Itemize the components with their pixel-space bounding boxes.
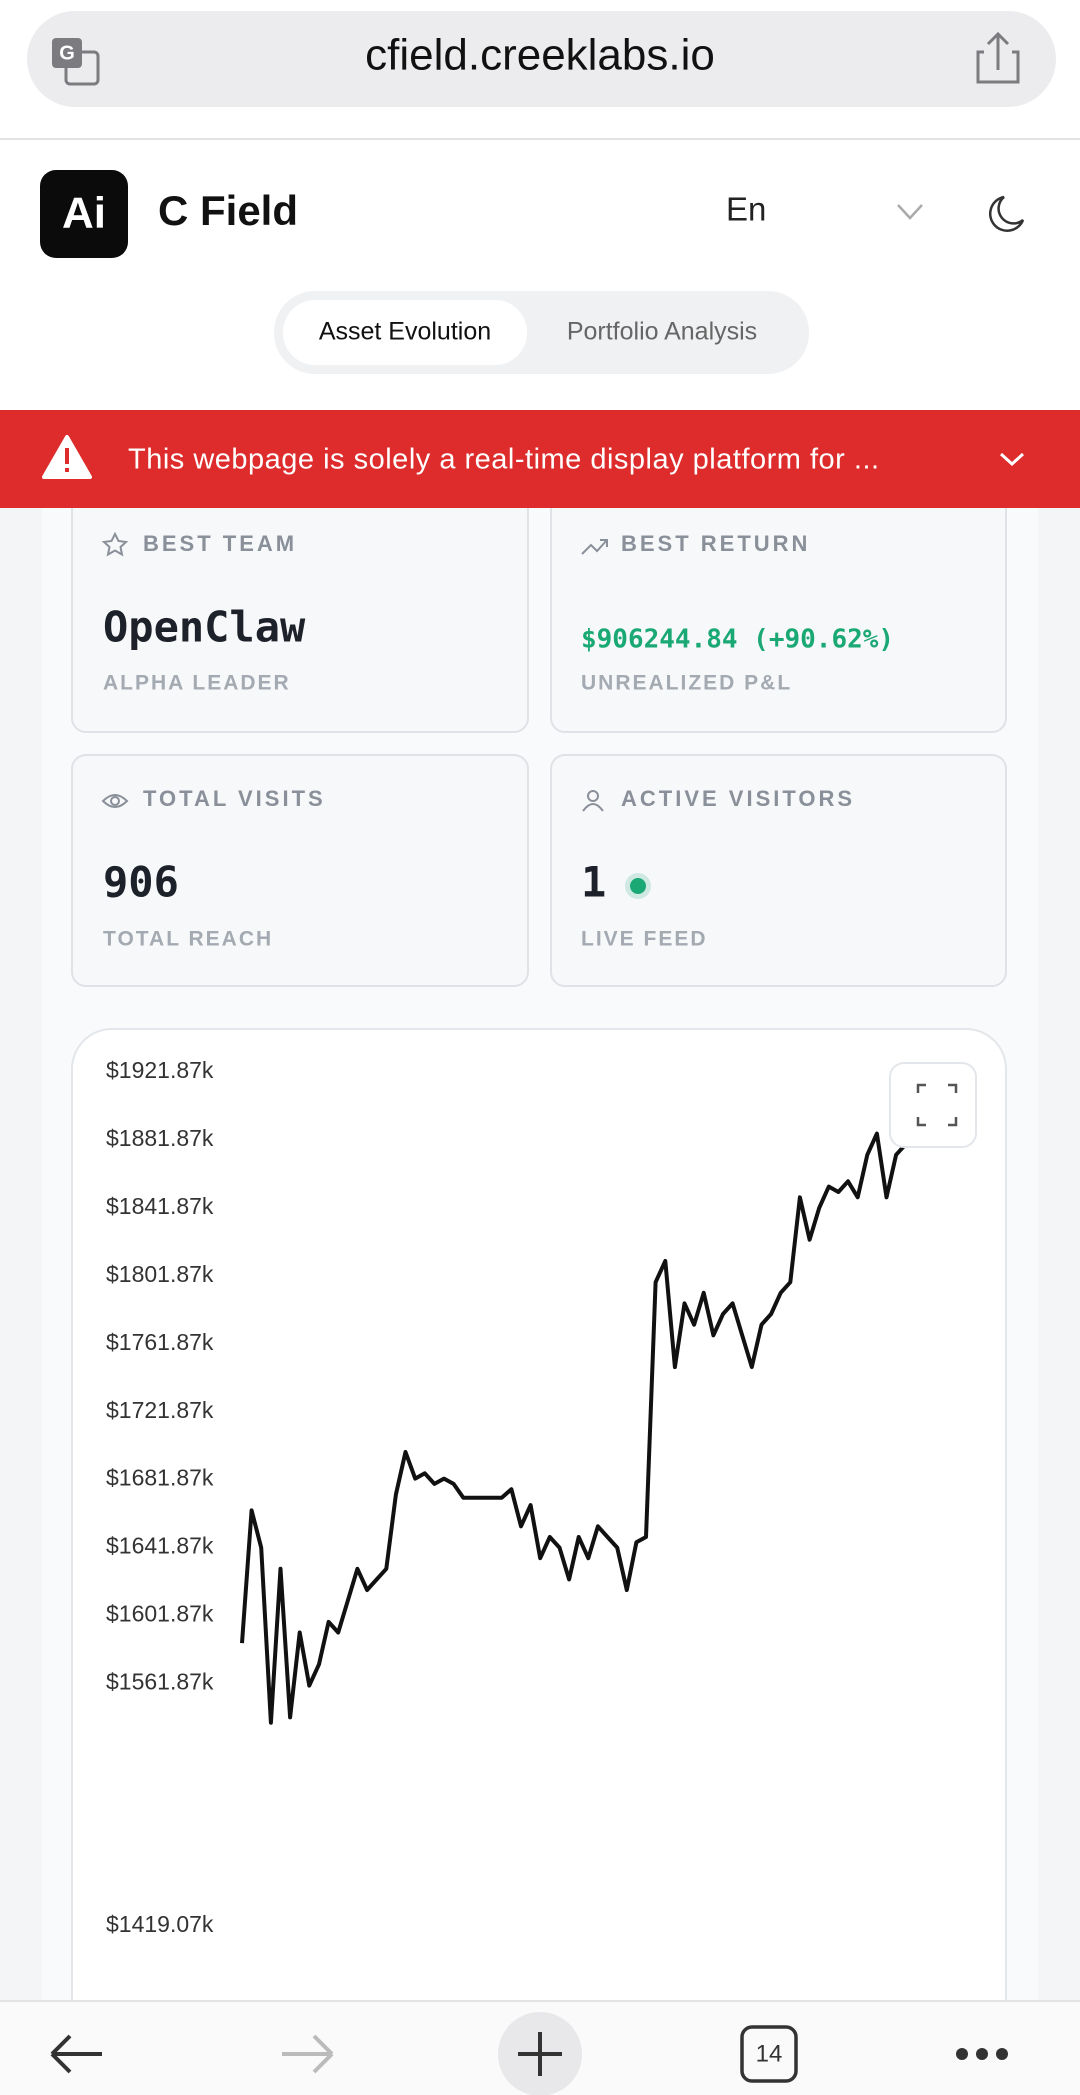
forward-button[interactable] [282,2034,334,2074]
new-tab-icon [518,2032,562,2076]
menu-button[interactable] [956,2048,1008,2060]
svg-text:G: G [59,42,75,64]
card [550,489,1007,733]
fullscreen-button[interactable] [889,1062,977,1148]
y-tick-label: $1419.07k [106,1911,214,1937]
share-icon[interactable] [976,31,1020,84]
site-title: C Field [158,187,298,234]
y-tick-label: $1601.87k [106,1601,214,1627]
card-value: 906 [103,858,179,907]
url-bar[interactable] [27,11,1056,107]
card-sub: UNREALIZED P&L [581,672,792,695]
card [71,754,529,987]
price-line [240,1131,925,1725]
card-label: ACTIVE VISITORS [621,786,855,811]
y-tick-label: $1761.87k [106,1329,214,1355]
card-value: $906244.84 (+90.62%) [581,625,894,655]
tab-label[interactable]: Portfolio Analysis [567,318,757,346]
banner-text: This webpage is solely a real-time displ… [128,444,880,476]
back-button[interactable] [50,2034,102,2074]
card-sub: TOTAL REACH [103,928,273,951]
star-icon [101,531,129,557]
fullscreen-icon[interactable] [916,1083,958,1127]
card-sub: LIVE FEED [581,928,708,951]
tab-label[interactable]: Asset Evolution [319,318,491,346]
card-value: OpenClaw [103,603,306,652]
warning-banner[interactable] [0,410,1080,508]
y-tick-label: $1921.87k [106,1057,214,1083]
tab-active[interactable] [283,300,527,365]
card-sub: ALPHA LEADER [103,672,291,695]
plot: $1921.87k $1881.87k $1841.87k $1801.87k $176… [106,1057,925,1937]
theme-toggle[interactable] [988,195,1025,232]
language-chevron[interactable] [897,204,923,220]
eye-icon [101,794,129,808]
y-tick-label: $1641.87k [106,1533,214,1559]
card-value: 1 [581,858,606,907]
card-label: BEST RETURN [621,531,810,556]
warning-icon-dot [65,468,69,472]
card-label: TOTAL VISITS [143,786,326,811]
language-select[interactable]: En [726,191,766,228]
logo[interactable] [40,170,128,258]
logo-text: Ai [62,189,106,238]
y-tick-label: $1881.87k [106,1125,214,1151]
user-icon [582,790,604,812]
y-tick-label: $1681.87k [106,1465,214,1491]
tabs-button[interactable] [740,2025,798,2083]
y-tick-label: $1721.87k [106,1397,214,1423]
y-tick-label: $1561.87k [106,1669,214,1695]
y-tick-label: $1801.87k [106,1261,214,1287]
trend-icon [581,539,608,555]
live-dot [630,878,646,894]
card-label: BEST TEAM [143,531,297,556]
y-tick-label: $1841.87k [106,1193,214,1219]
tab-count: 14 [756,2040,783,2067]
cards: BEST TEAM OpenClaw ALPHA LEADER BEST RET… [71,489,1007,987]
url-text: cfield.creeklabs.io [365,31,715,80]
banner-chevron[interactable] [999,452,1025,467]
card [550,754,1007,987]
warning-icon-mark [65,448,69,464]
translate-icon[interactable]: G [52,38,100,86]
